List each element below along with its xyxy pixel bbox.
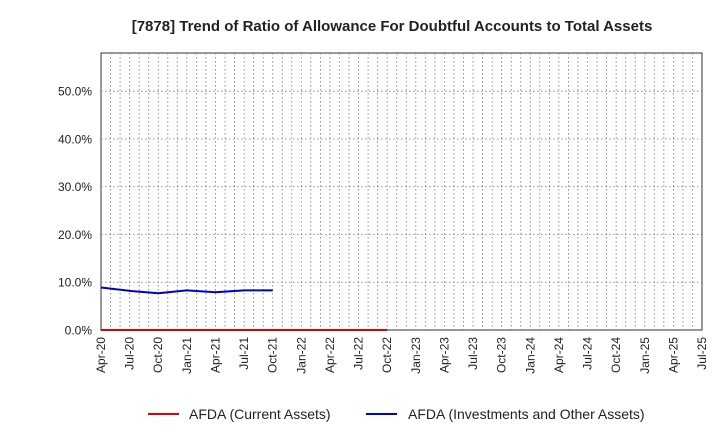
y-tick-label: 10.0%	[58, 276, 92, 290]
x-tick-label: Oct-24	[609, 337, 623, 373]
x-tick-label: Apr-22	[323, 337, 337, 373]
chart-title: [7878] Trend of Ratio of Allowance For D…	[132, 18, 653, 35]
y-tick-label: 20.0%	[58, 228, 92, 242]
x-tick-label: Jan-25	[638, 337, 652, 374]
plot-area: 0.0% 10.0% 20.0% 30.0% 40.0% 50.0% Apr-20 Jul-2…	[58, 53, 709, 374]
x-tick-label: Jan-23	[409, 337, 423, 374]
y-tick-label: 40.0%	[58, 132, 92, 146]
legend-label: AFDA (Investments and Other Assets)	[408, 406, 645, 422]
x-tick-label: Jul-22	[352, 337, 366, 370]
x-tick-label: Oct-23	[495, 337, 509, 373]
x-tick-label: Jul-20	[123, 337, 137, 370]
x-tick-label: Jul-23	[466, 337, 480, 370]
y-tick-label: 30.0%	[58, 180, 92, 194]
x-tick-label: Jul-21	[237, 337, 251, 370]
y-tick-label: 50.0%	[58, 85, 92, 99]
x-tick-label: Jan-21	[180, 337, 194, 374]
x-tick-label: Oct-21	[266, 337, 280, 373]
x-tick-label: Jan-22	[294, 337, 308, 374]
y-tick-label: 0.0%	[65, 324, 93, 338]
x-tick-label: Jul-24	[581, 337, 595, 370]
legend-label: AFDA (Current Assets)	[189, 406, 331, 422]
plot-frame	[101, 53, 702, 330]
x-tick-label: Apr-25	[666, 337, 680, 373]
x-tick-label: Oct-20	[151, 337, 165, 373]
x-tick-label: Apr-21	[208, 337, 222, 373]
x-tick-label: Apr-20	[94, 337, 108, 373]
x-tick-label: Jan-24	[523, 337, 537, 374]
x-tick-label: Jul-25	[695, 337, 709, 370]
x-tick-label: Oct-22	[380, 337, 394, 373]
x-tick-label: Apr-24	[552, 337, 566, 373]
legend: AFDA (Current Assets) AFDA (Investments a…	[148, 406, 645, 422]
x-tick-label: Apr-23	[437, 337, 451, 373]
